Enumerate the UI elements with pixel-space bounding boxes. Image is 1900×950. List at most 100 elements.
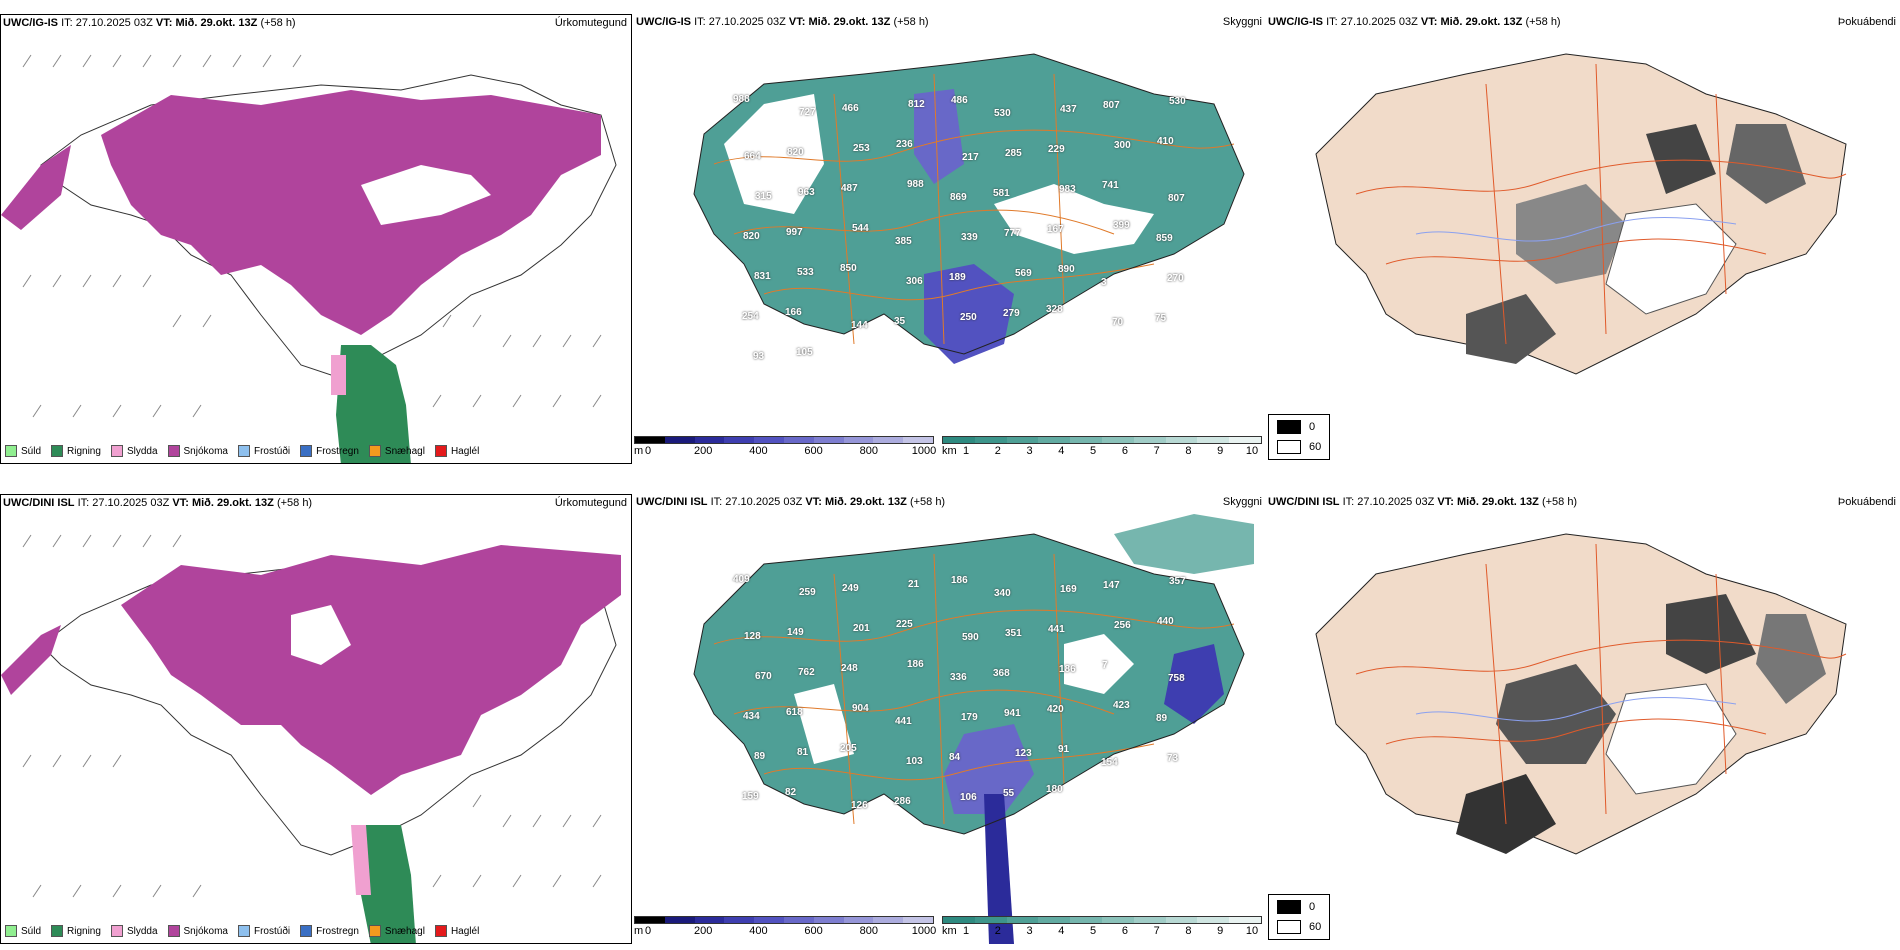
- legend-label: Rigning: [67, 445, 101, 457]
- visibility-value: 217: [962, 152, 979, 163]
- visibility-value: 434: [743, 711, 760, 722]
- visibility-value: 983: [1059, 184, 1076, 195]
- colorbar-segment: [974, 917, 1007, 923]
- vt-value: Mið. 29.okt. 13Z: [1440, 16, 1523, 28]
- colorbar-tick: 9: [1217, 925, 1224, 937]
- legend-label: Slydda: [126, 925, 158, 937]
- colorbar-height-bottom: m 0 200 400 600 800 1000: [634, 916, 936, 942]
- it-label: IT:: [710, 496, 723, 508]
- colorbar-height-scale: [634, 436, 934, 444]
- model-name: UWC/IG-IS: [636, 16, 691, 28]
- visibility-value: 487: [841, 183, 858, 194]
- visibility-value: 581: [993, 188, 1010, 199]
- visibility-value: 777: [1004, 228, 1021, 239]
- visibility-value: 859: [1156, 233, 1173, 244]
- visibility-value: 351: [1005, 628, 1022, 639]
- colorbar-segment: [1038, 917, 1071, 923]
- visibility-value: 286: [894, 796, 911, 807]
- visibility-value: 253: [853, 143, 870, 154]
- legend-swatch: [434, 925, 447, 937]
- visibility-value: 727: [799, 107, 816, 118]
- legend-label: Haglél: [450, 445, 480, 457]
- it-value: 27.10.2025 03Z: [92, 497, 170, 509]
- visibility-value: 890: [1058, 264, 1075, 275]
- legend-item: Frostúði: [237, 445, 290, 457]
- visibility-field-top: [694, 54, 1244, 354]
- colorbar-segment: [664, 917, 695, 923]
- colorbar-height-top: m 0 200 400 600 800 1000: [634, 436, 937, 462]
- panel-header: UWC/IG-IS IT: 27.10.2025 03Z VT: Mið. 29…: [3, 17, 296, 29]
- visibility-value: 285: [1005, 148, 1022, 159]
- lead-time: (+58 h): [260, 17, 296, 29]
- legend-item: Frostregn: [300, 445, 359, 457]
- legend-item: Haglél: [434, 925, 479, 937]
- it-label: IT:: [61, 17, 73, 29]
- panel-header: UWC/DINI ISL IT: 27.10.2025 03Z VT: Mið.…: [1268, 496, 1577, 508]
- fog-panel-bottom: UWC/DINI ISL IT: 27.10.2025 03Z VT: Mið.…: [1266, 494, 1900, 944]
- visibility-value: 167: [1047, 224, 1064, 235]
- lead-time: (+58 h): [893, 16, 929, 28]
- colorbar-tick: 200: [694, 445, 713, 457]
- colorbar-segment: [635, 917, 665, 923]
- visibility-value: 186: [907, 659, 924, 670]
- colorbar-height-scale: [634, 916, 934, 924]
- visibility-value: 149: [787, 627, 804, 638]
- colorbar-tick: 6: [1121, 925, 1128, 937]
- fog-legend-label: 60: [1309, 921, 1322, 933]
- legend-item: Snjókoma: [167, 925, 228, 937]
- legend-item: Rigning: [51, 925, 101, 937]
- colorbar-tick: 1: [962, 925, 970, 937]
- visibility-value: 225: [896, 619, 913, 630]
- visibility-value: 147: [1103, 580, 1120, 591]
- colorbar-segment: [635, 437, 665, 443]
- legend-swatch: [300, 925, 313, 937]
- legend-label: Súld: [21, 445, 42, 457]
- fog-panel-top: UWC/IG-IS IT: 27.10.2025 03Z VT: Mið. 29…: [1266, 14, 1900, 464]
- legend-item: Slydda: [110, 925, 158, 937]
- visibility-value: 339: [961, 232, 978, 243]
- visibility-panel-bottom: 409 259 249 21 186 340 169 147 357 128 149 201 225 59…: [634, 494, 1264, 944]
- visibility-value: 169: [1060, 584, 1077, 595]
- visibility-value: 186: [951, 575, 968, 586]
- visibility-value: 664: [744, 151, 761, 162]
- colorbar-tick: 8: [1185, 925, 1192, 937]
- vt-label: VT:: [1420, 16, 1438, 28]
- legend-label: Snæhagl: [384, 925, 425, 937]
- visibility-value: 758: [1168, 673, 1185, 684]
- colorbar-tick: 4: [1058, 925, 1065, 937]
- legend-label: Snjókoma: [183, 925, 228, 937]
- vt-label: VT:: [805, 496, 822, 508]
- vt-label: VT:: [1437, 496, 1454, 508]
- visibility-value: 159: [742, 791, 759, 802]
- precip-map-bottom: [1, 534, 621, 943]
- visibility-value: 315: [755, 191, 772, 202]
- legend-label: Frostúði: [253, 925, 291, 937]
- legend-item: Súld: [5, 445, 41, 457]
- colorbar-segment: [1197, 917, 1230, 923]
- model-name: UWC/DINI ISL: [1268, 496, 1340, 508]
- visibility-value: 820: [787, 147, 804, 158]
- legend-swatch: [167, 925, 180, 937]
- colorbar-segment: [724, 437, 755, 443]
- visibility-value: 91: [1058, 744, 1070, 755]
- visibility-value: 850: [840, 263, 857, 274]
- visibility-map-top: [693, 53, 1245, 364]
- colorbar-tick: 5: [1090, 925, 1097, 937]
- panel-title: Úrkomutegund: [554, 17, 627, 29]
- colorbar-segment: [843, 437, 874, 443]
- vt-value: Mið. 29.okt. 13Z: [824, 496, 907, 508]
- fog-legend-item: 0: [1277, 417, 1321, 437]
- visibility-value: 249: [842, 583, 859, 594]
- snow-area-bottom: [121, 545, 621, 795]
- panel-title: Skyggni: [1222, 16, 1262, 28]
- panel-title: Þokuábendi: [1837, 16, 1896, 28]
- colorbar-tick: 1000: [911, 445, 937, 457]
- visibility-value: 279: [1003, 308, 1020, 319]
- visibility-value: 466: [842, 103, 859, 114]
- colorbar-tick: 1: [962, 445, 970, 457]
- visibility-value: 35: [894, 316, 906, 327]
- visibility-value: 103: [906, 756, 923, 767]
- fog-map-bottom: [1315, 533, 1847, 855]
- visibility-value: 73: [1167, 753, 1179, 764]
- visibility-value: 741: [1102, 180, 1119, 191]
